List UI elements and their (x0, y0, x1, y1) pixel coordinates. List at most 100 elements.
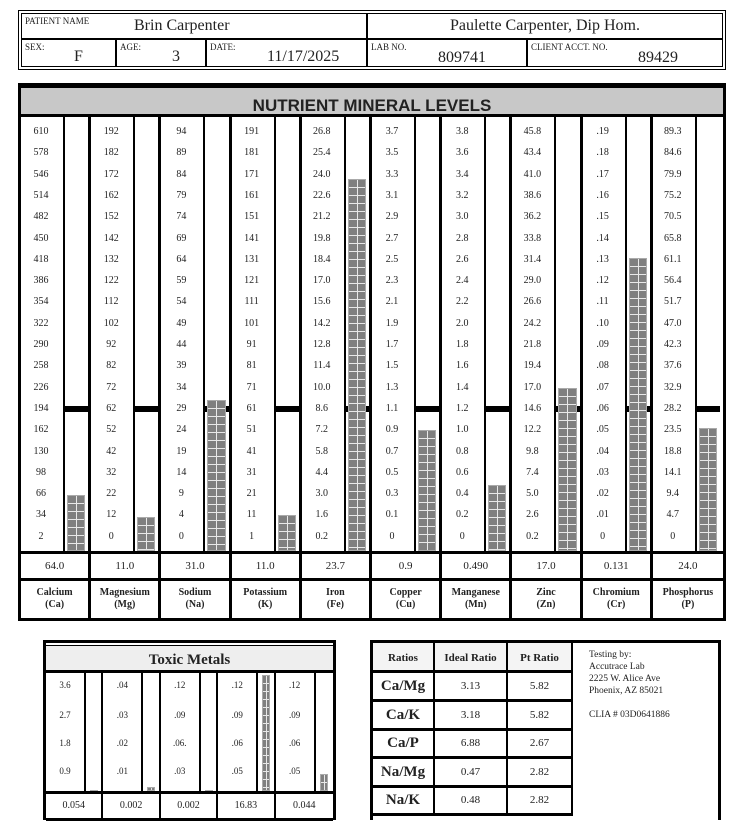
mineral-name: Sodium (178, 587, 212, 598)
scale-tick-label: 49 (176, 317, 187, 329)
scale-tick-label: 21.2 (313, 211, 331, 223)
scale-tick-label: 2.3 (385, 275, 399, 287)
scale-tick-label: .04 (116, 680, 129, 690)
scale-tick-label: 17.0 (313, 275, 331, 287)
scale-tick-label: 62 (106, 402, 117, 414)
scale-tick-label: 34 (176, 381, 187, 393)
scale-tick-label: .12 (596, 275, 609, 287)
scale-tick-label: 11.4 (313, 360, 331, 372)
scale-divider (694, 117, 697, 551)
scale-divider (414, 117, 416, 551)
scale-tick-label: 514 (33, 189, 49, 201)
patient-name-cell: PATIENT NAME Brin Carpenter (22, 14, 368, 40)
mineral-name-cell: Magnesium (Mg) (91, 581, 162, 618)
scale-tick-label: 418 (33, 253, 49, 265)
ideal-ratio: 0.48 (435, 787, 508, 816)
scale-tick-label: 66 (36, 488, 46, 500)
scale-tick-label: 84.6 (664, 147, 682, 159)
scale-tick-label: 45.8 (523, 126, 542, 137)
scale-tick-label: 10.0 (313, 381, 331, 393)
scale-tick-label: .01 (116, 766, 129, 776)
scale-tick-label: 0 (600, 530, 606, 542)
mineral-value: 17.0 (512, 551, 583, 581)
ideal-ratio: 0.47 (435, 758, 508, 788)
mineral-value: 0.131 (582, 551, 653, 581)
scale-tick-label: 92 (106, 339, 117, 350)
mineral-column: 45.8 43.4 41.0 38.6 36.2 33.8 31.4 29.0 26.6 24.2… (512, 117, 583, 551)
scale-tick-label: 19 (176, 445, 187, 457)
scale-tick-label: 52 (106, 424, 117, 436)
scale-tick-label: 132 (103, 253, 119, 265)
scale-tick-label: 5.0 (526, 488, 539, 500)
scale-tick-label: 32 (106, 466, 117, 478)
scale-tick-label: 9 (178, 488, 184, 500)
scale-tick-label: .16 (596, 189, 609, 201)
scale-tick-label: 51 (246, 424, 257, 436)
toxic-value: 0.044 (275, 791, 333, 821)
scale-tick-label: .06 (596, 402, 609, 414)
scale-tick-label: .08 (596, 360, 609, 372)
scale-divider (63, 117, 65, 551)
scale-tick-label: .01 (596, 509, 609, 521)
lab-info-line: Testing by: (589, 650, 632, 660)
ratio-name: Ca/K (373, 701, 435, 731)
scale-tick-label: 3.0 (455, 211, 469, 223)
sex-value: F (74, 48, 83, 65)
mineral-symbol: (Cr) (607, 599, 626, 610)
scale-tick-label: 610 (33, 126, 49, 137)
scale-tick-label: 61 (246, 402, 257, 414)
scale-tick-label: 39 (176, 360, 187, 372)
toxic-column: .04 .03 .02 .01 (103, 673, 161, 791)
practitioner-cell: Paulette Carpenter, Dip Hom. (368, 14, 722, 40)
mineral-level-bar (277, 515, 296, 551)
scale-tick-label: .09 (596, 339, 609, 350)
mineral-column: 26.8 25.4 24.0 22.6 21.2 19.8 18.4 17.0 15.6 14.2… (302, 117, 372, 551)
scale-tick-label: .07 (596, 381, 609, 393)
scale-tick-label: 162 (33, 424, 49, 436)
scale-divider (84, 673, 86, 791)
scale-tick-label: 450 (33, 232, 49, 244)
scale-tick-label: 2.9 (385, 211, 399, 223)
scale-tick-label: 0 (459, 530, 465, 542)
client-acct-cell: CLIENT ACCT. NO. 89429 (528, 40, 722, 66)
ideal-ratio: 3.18 (435, 701, 508, 731)
toxic-level-bar (147, 787, 156, 791)
scale-tick-label: 47.0 (664, 317, 682, 329)
scale-tick-label: 191 (244, 126, 260, 137)
scale-tick-label: 131 (244, 253, 260, 265)
scale-tick-label: 151 (244, 211, 260, 223)
scale-tick-label: 161 (244, 189, 260, 201)
scale-tick-label: 14 (176, 466, 187, 478)
scale-tick-label: 43.4 (523, 147, 542, 159)
mineral-level-bar (628, 257, 647, 551)
toxic-metals-panel: Toxic Metals 3.6 2.7 1.8 0.9 0.054 .04 .03 .02.… (43, 640, 336, 821)
scale-tick-label: 69 (176, 232, 187, 244)
scale-tick-label: .02 (596, 488, 609, 500)
ideal-range-marker (63, 405, 89, 412)
scale-tick-label: 21 (246, 488, 257, 500)
scale-tick-label: 192 (103, 126, 119, 137)
mineral-name-cell: Calcium (Ca) (21, 581, 92, 618)
patient-header: PATIENT NAME Brin Carpenter Paulette Car… (18, 10, 726, 70)
nutrient-title: NUTRIENT MINERAL LEVELS (21, 86, 723, 117)
ratio-name: Na/Mg (373, 758, 435, 788)
mineral-name: Manganese (451, 587, 500, 598)
scale-tick-label: 22 (106, 488, 117, 500)
scale-tick-label: 81 (246, 360, 257, 372)
scale-tick-label: 29 (176, 402, 187, 414)
scale-tick-label: 14.2 (313, 317, 331, 329)
scale-tick-label: 31.4 (523, 253, 542, 265)
scale-tick-label: 0.9 (59, 766, 71, 776)
scale-tick-label: 41 (246, 445, 257, 457)
scale-tick-label: 3.1 (385, 189, 399, 201)
scale-tick-label: .10 (596, 317, 609, 329)
scale-tick-label: 51.7 (664, 296, 682, 308)
mineral-value: 11.0 (91, 551, 162, 581)
scale-tick-label: 181 (244, 147, 260, 159)
scale-tick-label: 82 (106, 360, 117, 372)
scale-tick-label: .19 (596, 126, 609, 137)
scale-tick-label: 23.5 (664, 424, 682, 436)
ideal-range-marker (133, 405, 159, 412)
mineral-symbol: (Fe) (326, 599, 344, 610)
mineral-symbol: (Zn) (536, 599, 556, 610)
